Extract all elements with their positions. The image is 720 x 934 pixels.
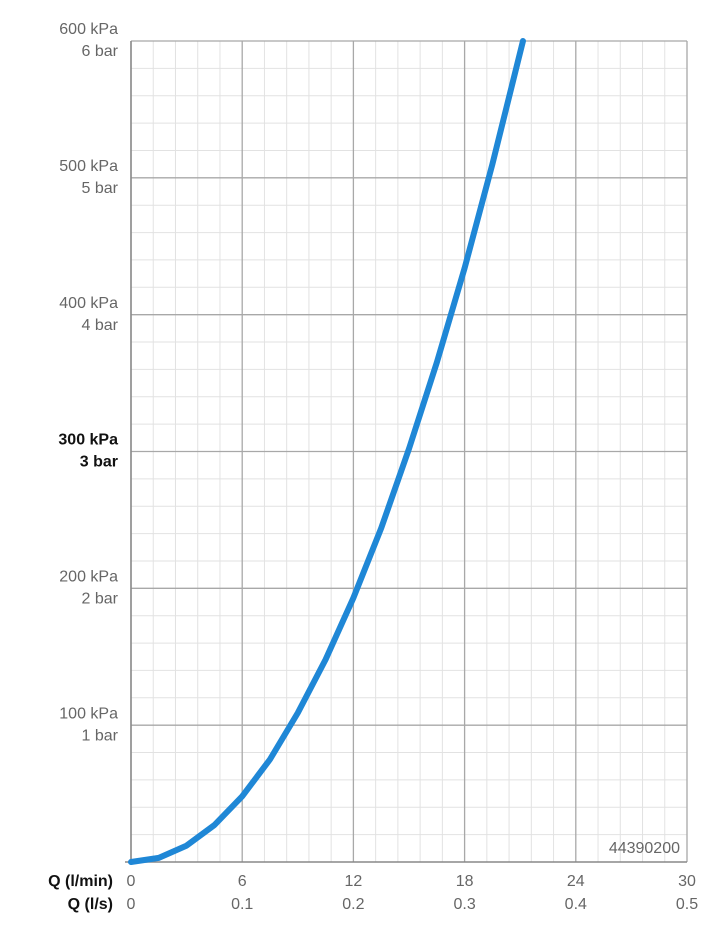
x2-axis-label: Q (l/s) <box>68 896 113 913</box>
x2-tick-label: 0 <box>127 896 136 913</box>
x2-tick-label: 0.2 <box>342 896 364 913</box>
y-tick-label: 200 kPa <box>59 569 118 586</box>
y-tick-label: 100 kPa <box>59 705 118 722</box>
y-tick-label: 300 kPa <box>58 432 118 449</box>
y2-tick-label: 6 bar <box>82 43 119 60</box>
annotation: 44390200 <box>609 840 680 857</box>
y2-tick-label: 4 bar <box>82 317 119 334</box>
x2-tick-label: 0.1 <box>231 896 253 913</box>
x-tick-label: 24 <box>567 873 585 890</box>
x-axis-label: Q (l/min) <box>48 873 113 890</box>
x-tick-label: 0 <box>127 873 136 890</box>
x2-tick-label: 0.3 <box>453 896 475 913</box>
x-tick-label: 18 <box>456 873 474 890</box>
y-tick-label: 500 kPa <box>59 158 118 175</box>
y-tick-label: 600 kPa <box>59 21 118 38</box>
curve <box>128 38 526 865</box>
x-tick-label: 30 <box>678 873 696 890</box>
x-tick-label: 12 <box>345 873 363 890</box>
y2-tick-label: 2 bar <box>82 591 119 608</box>
x2-tick-label: 0.5 <box>676 896 698 913</box>
x-tick-label: 6 <box>238 873 247 890</box>
y2-tick-label: 1 bar <box>82 727 119 744</box>
y-tick-label: 400 kPa <box>59 295 118 312</box>
x2-tick-label: 0.4 <box>565 896 587 913</box>
y2-tick-label: 5 bar <box>82 180 119 197</box>
y2-tick-label: 3 bar <box>80 454 118 471</box>
